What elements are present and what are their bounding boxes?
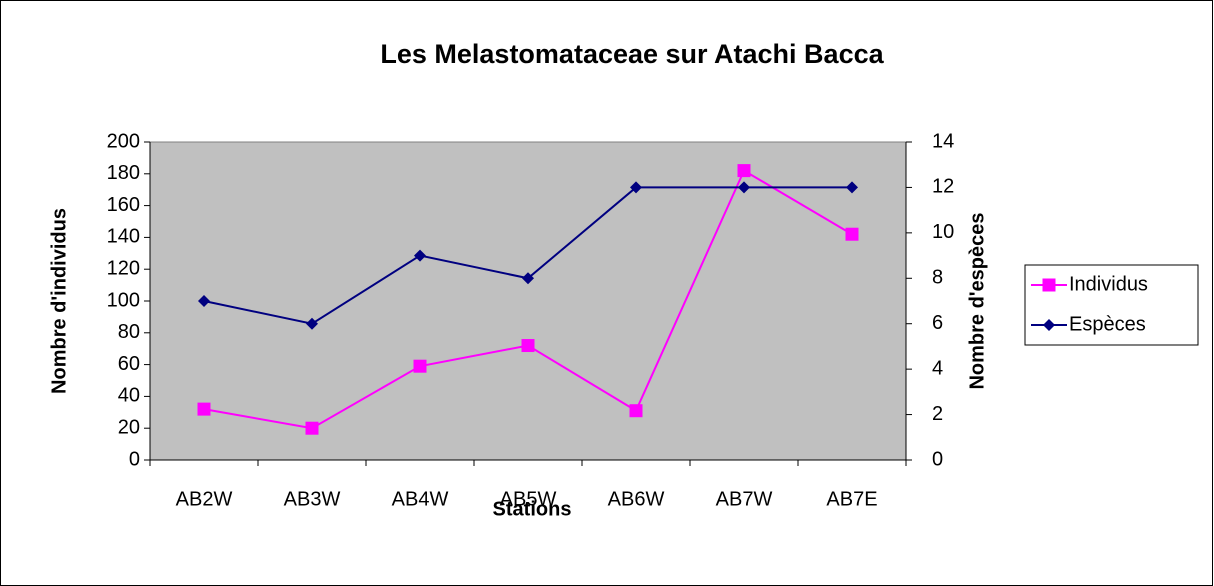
y-tick-label: 0	[129, 448, 140, 470]
chart-title: Les Melastomataceae sur Atachi Bacca	[380, 39, 884, 69]
data-point	[414, 249, 426, 262]
legend-marker	[1042, 278, 1056, 292]
legend-label: Individus	[1069, 273, 1148, 295]
y2-axis-title: Nombre d'espèces	[966, 212, 988, 389]
y-tick-label: 180	[107, 162, 140, 184]
y-tick-label: 60	[118, 353, 140, 375]
data-point	[629, 404, 643, 418]
data-point	[522, 272, 534, 285]
data-point	[845, 227, 859, 241]
y2-tick-label: 2	[932, 403, 943, 425]
y2-tick-label: 12	[932, 176, 954, 198]
data-point	[197, 402, 211, 416]
y-tick-label: 20	[118, 416, 140, 438]
y2-tick-label: 0	[932, 448, 943, 470]
x-tick-label: AB7E	[826, 488, 877, 510]
data-point	[846, 181, 858, 194]
x-tick-label: AB6W	[608, 488, 665, 510]
x-tick-label: AB7W	[716, 488, 773, 510]
data-point	[306, 317, 318, 330]
y2-tick-label: 14	[932, 130, 954, 152]
x-axis-title: Stations	[493, 498, 572, 520]
data-point	[305, 421, 319, 435]
y2-tick-label: 4	[932, 357, 943, 379]
y-tick-label: 200	[107, 130, 140, 152]
data-point	[521, 339, 535, 353]
legend-box	[1024, 264, 1199, 346]
y-tick-label: 160	[107, 194, 140, 216]
data-point	[630, 181, 642, 194]
y-tick-label: 140	[107, 226, 140, 248]
y2-tick-label: 10	[932, 221, 954, 243]
x-tick-label: AB2W	[176, 488, 233, 510]
y2-tick-label: 8	[932, 267, 943, 289]
data-point	[198, 295, 210, 307]
legend-marker	[1043, 319, 1055, 331]
y2-tick-label: 6	[932, 312, 943, 334]
x-tick-label: AB3W	[284, 488, 341, 510]
legend-label: Espèces	[1069, 313, 1146, 335]
data-point	[413, 359, 427, 373]
x-tick-label: AB4W	[392, 488, 449, 510]
y-tick-label: 80	[118, 321, 140, 343]
data-point	[738, 181, 750, 194]
plot-area	[149, 141, 907, 461]
x-tick-label: AB5W	[500, 488, 557, 510]
y-tick-label: 100	[107, 289, 140, 311]
data-point	[737, 164, 751, 178]
y-tick-label: 120	[107, 257, 140, 279]
y-tick-label: 40	[118, 385, 140, 407]
y-axis-title: Nombre d'individus	[48, 208, 70, 394]
